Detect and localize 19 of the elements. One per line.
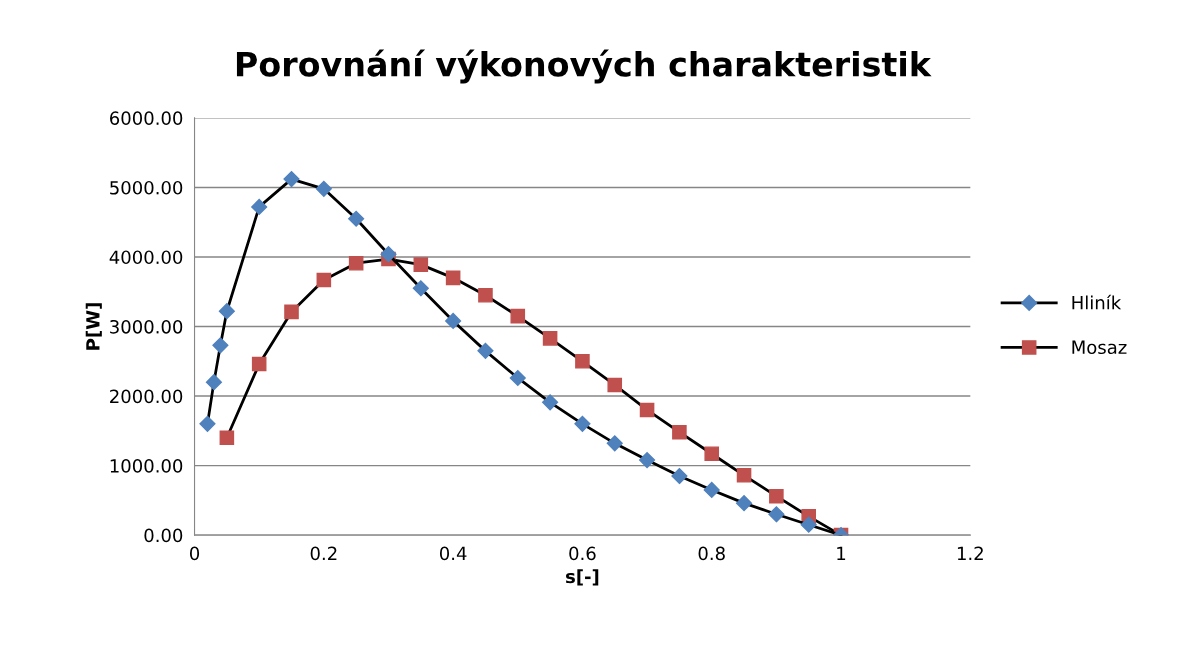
y-axis-title: P[W]: [85, 303, 102, 350]
x-tick-label: 0: [189, 546, 200, 561]
x-tick-label: 0.6: [569, 546, 596, 561]
x-tick-label: 0.2: [310, 546, 337, 561]
x-axis-title: s[-]: [565, 569, 599, 586]
x-tick-label: 1.2: [957, 546, 983, 560]
y-tick-label: 4000.00: [109, 250, 183, 265]
chart-title: Porovnání výkonových charakteristik: [236, 49, 932, 84]
legend-label: Hliník: [1072, 294, 1122, 310]
y-tick-label: 6000.00: [110, 111, 183, 126]
x-tick-label: 1: [837, 546, 846, 560]
y-tick-label: 0.00: [144, 528, 183, 543]
legend-label: Mosaz: [1072, 340, 1127, 355]
y-tick-label: 5000.00: [110, 180, 183, 195]
y-tick-label: 2000.00: [110, 389, 183, 404]
x-tick-label: 0.4: [439, 546, 467, 561]
y-tick-label: 1000.00: [110, 459, 183, 473]
x-tick-label: 0.8: [698, 546, 725, 561]
y-tick-label: 3000.00: [110, 319, 183, 334]
